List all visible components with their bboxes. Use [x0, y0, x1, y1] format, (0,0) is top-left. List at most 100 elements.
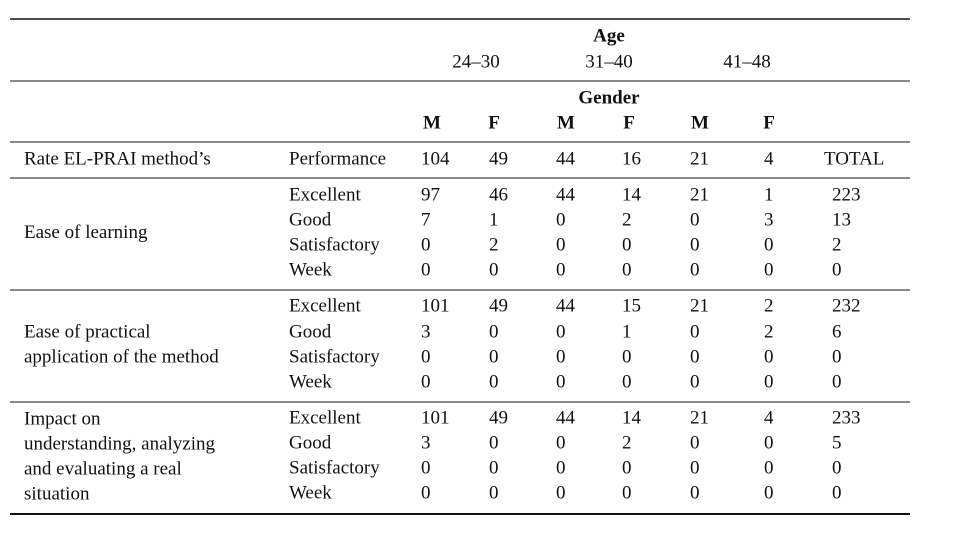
total-cell: 0 [832, 371, 842, 392]
cell: 0 [690, 432, 700, 453]
cell: 0 [556, 321, 566, 342]
gender-label: Gender [578, 87, 640, 108]
gender: F [488, 112, 500, 133]
row-sublabel: Performance [289, 148, 386, 169]
age-label: Age [593, 25, 625, 46]
cell: 0 [421, 259, 431, 280]
rating: Satisfactory [289, 346, 380, 367]
total-cell: 0 [832, 259, 842, 280]
cell: 0 [690, 482, 700, 503]
gender: M [423, 112, 441, 133]
cell: 0 [556, 457, 566, 478]
group-label: Impact on [24, 408, 101, 429]
total-cell: 0 [832, 482, 842, 503]
cell: 21 [690, 295, 709, 316]
row-label: Rate EL-PRAI method’s [24, 148, 211, 169]
cell: 4 [764, 407, 774, 428]
cell: 0 [690, 321, 700, 342]
rating: Week [289, 482, 332, 503]
cell: 0 [764, 259, 774, 280]
group-label: Ease of learning [24, 222, 148, 243]
cell: 0 [622, 371, 632, 392]
cell: 97 [421, 184, 440, 205]
cell: 14 [622, 407, 642, 428]
age-group: 41–48 [723, 51, 771, 72]
cell: 0 [690, 209, 700, 230]
cell: 0 [764, 457, 774, 478]
cell: 1 [764, 184, 774, 205]
cell: 4 [764, 148, 774, 169]
cell: 0 [556, 371, 566, 392]
cell: 49 [489, 148, 508, 169]
gender: M [557, 112, 575, 133]
total-cell: 2 [832, 234, 842, 255]
cell: 44 [556, 184, 576, 205]
cell: 3 [421, 321, 431, 342]
cell: 0 [690, 234, 700, 255]
cell: 21 [690, 407, 709, 428]
cell: 0 [690, 346, 700, 367]
cell: 0 [764, 432, 774, 453]
cell: 2 [764, 295, 774, 316]
total-cell: 232 [832, 295, 861, 316]
cell: 0 [489, 432, 499, 453]
rating: Good [289, 209, 332, 230]
rating: Excellent [289, 407, 361, 428]
total-label: TOTAL [824, 148, 884, 169]
rating: Satisfactory [289, 234, 380, 255]
cell: 0 [489, 371, 499, 392]
cell: 0 [622, 482, 632, 503]
cell: 0 [556, 209, 566, 230]
rating: Satisfactory [289, 457, 380, 478]
cell: 0 [622, 457, 632, 478]
cell: 0 [556, 482, 566, 503]
cell: 0 [622, 234, 632, 255]
rating: Excellent [289, 295, 361, 316]
rating: Week [289, 259, 332, 280]
cell: 14 [622, 184, 642, 205]
rating: Good [289, 321, 332, 342]
rating: Week [289, 371, 332, 392]
total-cell: 233 [832, 407, 861, 428]
gender: F [763, 112, 775, 133]
cell: 0 [489, 482, 499, 503]
cell: 21 [690, 148, 709, 169]
cell: 0 [489, 259, 499, 280]
cell: 0 [622, 259, 632, 280]
cell: 44 [556, 295, 576, 316]
cell: 15 [622, 295, 641, 316]
cell: 101 [421, 407, 450, 428]
cell: 49 [489, 407, 508, 428]
cell: 1 [622, 321, 632, 342]
cell: 44 [556, 407, 576, 428]
total-cell: 223 [832, 184, 861, 205]
group-label: understanding, analyzing [24, 433, 216, 454]
cell: 1 [489, 209, 499, 230]
cell: 21 [690, 184, 709, 205]
cell: 16 [622, 148, 641, 169]
cell: 3 [421, 432, 431, 453]
cell: 0 [421, 482, 431, 503]
cell: 0 [489, 457, 499, 478]
total-cell: 5 [832, 432, 842, 453]
cell: 0 [690, 371, 700, 392]
cell: 2 [764, 321, 774, 342]
cell: 0 [764, 371, 774, 392]
cell: 2 [622, 432, 632, 453]
gender: F [623, 112, 635, 133]
cell: 0 [421, 371, 431, 392]
cell: 0 [764, 234, 774, 255]
cell: 2 [622, 209, 632, 230]
cell: 0 [421, 234, 431, 255]
cell: 101 [421, 295, 450, 316]
cell: 2 [489, 234, 499, 255]
total-cell: 6 [832, 321, 842, 342]
cell: 44 [556, 148, 576, 169]
total-cell: 13 [832, 209, 851, 230]
cell: 0 [489, 321, 499, 342]
cell: 49 [489, 295, 508, 316]
cell: 0 [764, 482, 774, 503]
cell: 0 [556, 259, 566, 280]
group-label: Ease of practical [24, 321, 151, 342]
